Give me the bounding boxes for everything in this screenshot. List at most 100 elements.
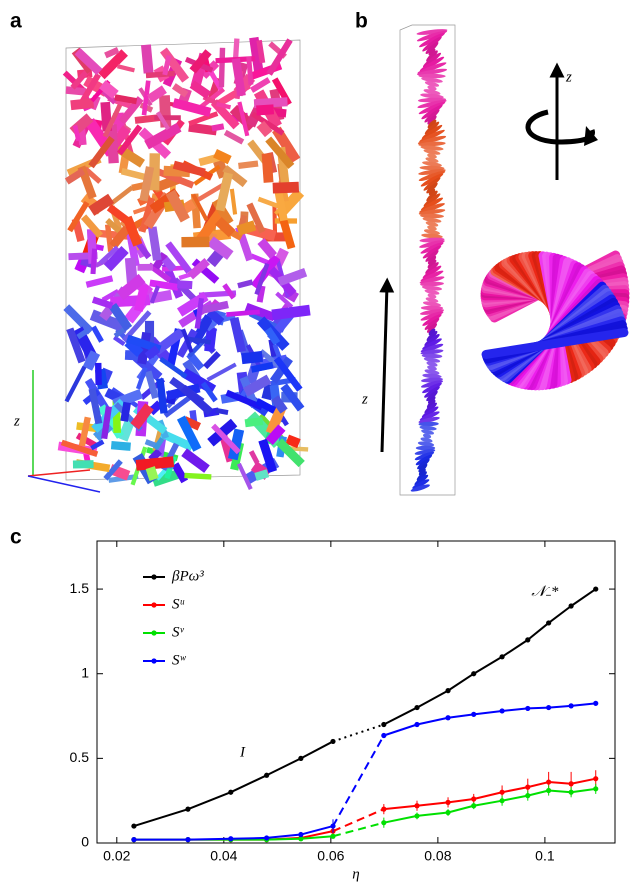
rod bbox=[108, 302, 133, 331]
rod bbox=[215, 172, 233, 212]
rod bbox=[248, 450, 260, 465]
point bbox=[568, 781, 574, 787]
line-segment bbox=[266, 757, 302, 777]
line-segment bbox=[383, 706, 418, 726]
line-segment bbox=[548, 704, 572, 709]
rod bbox=[426, 50, 438, 62]
rod bbox=[135, 456, 175, 471]
rod bbox=[187, 258, 210, 280]
rod bbox=[420, 197, 444, 211]
rod bbox=[421, 406, 439, 418]
rod bbox=[114, 94, 138, 105]
line-segment bbox=[527, 781, 549, 789]
rod bbox=[241, 350, 264, 365]
rod bbox=[184, 472, 212, 480]
rod bbox=[153, 328, 185, 355]
rod bbox=[118, 96, 144, 125]
y-tick-label: 0 bbox=[81, 834, 89, 850]
rod bbox=[425, 262, 439, 274]
line-segment bbox=[570, 787, 596, 794]
rod bbox=[414, 449, 436, 455]
rod bbox=[106, 124, 119, 164]
rod bbox=[418, 73, 446, 79]
rod bbox=[194, 297, 205, 329]
rod bbox=[107, 185, 134, 208]
rod bbox=[426, 330, 438, 342]
rod bbox=[272, 126, 301, 164]
point bbox=[525, 705, 531, 712]
rod bbox=[418, 101, 446, 115]
rod bbox=[280, 383, 305, 412]
point bbox=[445, 688, 451, 694]
rod bbox=[427, 259, 437, 269]
line-segment bbox=[447, 713, 474, 719]
plot-frame bbox=[96, 540, 616, 844]
rod bbox=[423, 177, 441, 191]
rod bbox=[236, 220, 257, 236]
rod bbox=[95, 362, 102, 386]
point bbox=[525, 637, 531, 643]
rod bbox=[200, 381, 218, 403]
axis-label: z bbox=[361, 391, 368, 407]
legend-label: Sᵛ bbox=[172, 624, 185, 640]
rod bbox=[427, 365, 437, 371]
rod bbox=[210, 99, 240, 130]
line-segment bbox=[300, 830, 334, 839]
line-segment bbox=[332, 821, 385, 838]
rod bbox=[414, 451, 435, 461]
rod bbox=[225, 389, 264, 411]
rod bbox=[66, 327, 86, 364]
rod bbox=[103, 459, 123, 481]
rod bbox=[125, 230, 140, 267]
rod bbox=[277, 211, 296, 250]
rod bbox=[237, 462, 253, 491]
rod bbox=[418, 170, 446, 182]
rod bbox=[422, 382, 442, 394]
rod bbox=[165, 189, 190, 223]
point bbox=[593, 586, 599, 592]
legend-label: Sʷ bbox=[172, 652, 187, 668]
point bbox=[593, 786, 599, 792]
rod bbox=[271, 395, 288, 414]
rod bbox=[420, 437, 433, 443]
rod bbox=[257, 196, 282, 210]
rod bbox=[420, 343, 444, 353]
rod bbox=[156, 111, 171, 131]
rod bbox=[422, 217, 442, 223]
rod bbox=[99, 80, 119, 99]
line-segment bbox=[266, 837, 301, 841]
rod bbox=[265, 424, 286, 445]
rod bbox=[416, 68, 448, 76]
rod bbox=[148, 153, 161, 191]
point bbox=[185, 837, 191, 843]
rod bbox=[273, 185, 288, 222]
rod bbox=[428, 328, 436, 336]
point bbox=[499, 654, 505, 660]
rod bbox=[101, 406, 112, 440]
line-segment bbox=[300, 825, 334, 836]
rod bbox=[417, 62, 447, 74]
point bbox=[228, 836, 234, 842]
rod bbox=[190, 314, 214, 346]
rod bbox=[419, 203, 445, 213]
rod bbox=[272, 181, 300, 194]
rod bbox=[419, 411, 440, 421]
rod bbox=[88, 193, 115, 216]
rod bbox=[275, 291, 294, 309]
rod bbox=[419, 276, 445, 284]
rod bbox=[418, 141, 446, 147]
rod bbox=[420, 93, 444, 99]
rod bbox=[424, 109, 440, 123]
rod bbox=[246, 202, 266, 234]
point bbox=[414, 704, 420, 711]
line-segment bbox=[332, 808, 385, 833]
rod bbox=[428, 48, 436, 56]
legend-label: βPω³ bbox=[171, 568, 204, 584]
rod bbox=[422, 314, 442, 326]
rod bbox=[159, 356, 188, 379]
x-tick-label: 0.02 bbox=[103, 848, 130, 864]
line-segment bbox=[473, 655, 503, 675]
rod bbox=[180, 384, 214, 416]
rod bbox=[421, 104, 443, 120]
